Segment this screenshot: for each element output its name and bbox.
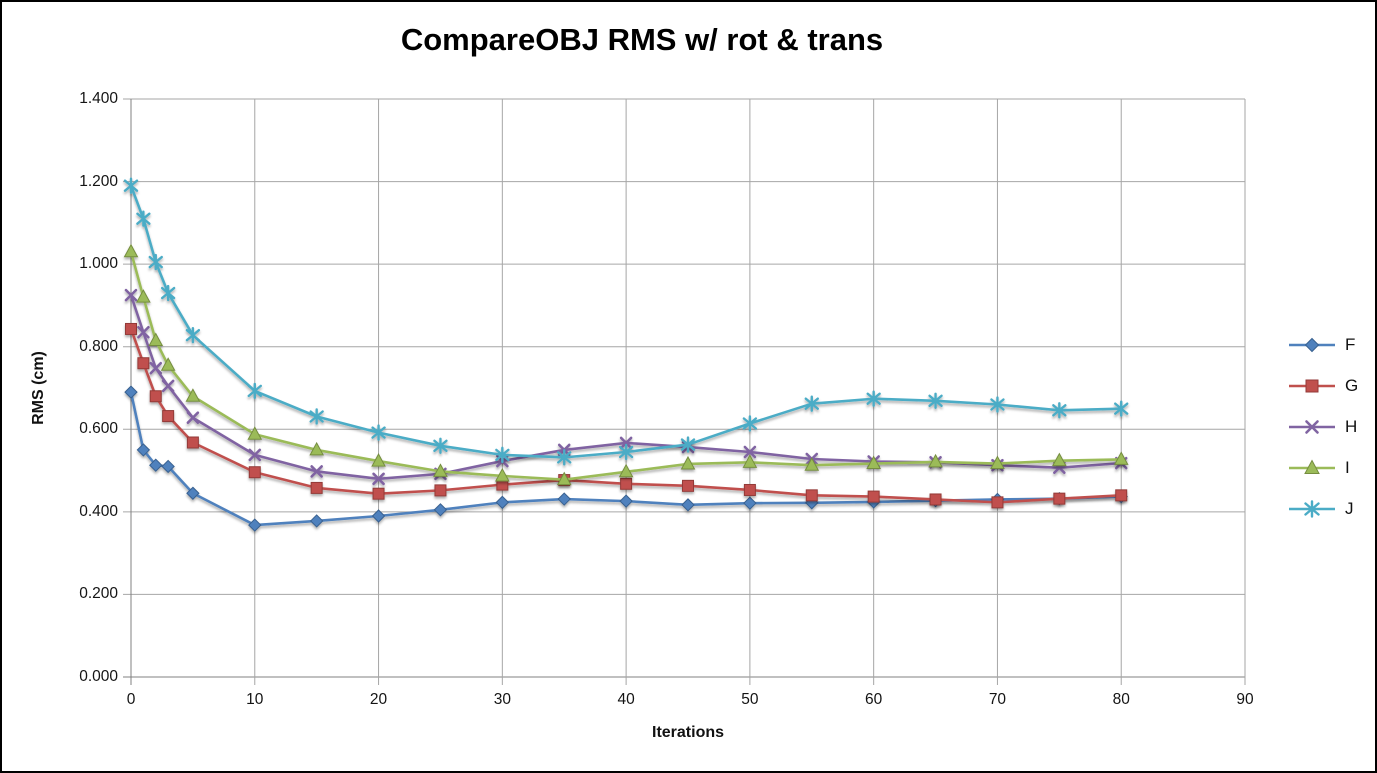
legend-item-J: J — [1288, 488, 1358, 529]
x-tick-label: 20 — [369, 691, 388, 708]
legend-item-F: F — [1288, 324, 1358, 365]
series-I — [123, 243, 1129, 486]
legend-item-I: I — [1288, 447, 1358, 488]
y-tick-label: 1.400 — [79, 90, 118, 107]
x-tick-label: 40 — [617, 691, 635, 708]
diamond-marker-icon — [1289, 337, 1335, 352]
y-tick-label: 1.000 — [79, 255, 118, 273]
x-marker-icon — [1289, 419, 1335, 434]
legend-label: G — [1345, 375, 1359, 395]
y-tick-label: 0.200 — [79, 585, 118, 603]
chart-title: CompareOBJ RMS w/ rot & trans — [400, 22, 884, 57]
square-marker-icon — [1289, 379, 1335, 392]
x-tick-label: 0 — [126, 691, 136, 708]
x-tick-label: 10 — [246, 691, 264, 708]
x-tick-label: 60 — [865, 691, 883, 708]
legend-item-H: H — [1288, 406, 1358, 447]
asterisk-marker-icon — [1289, 499, 1335, 518]
series-J — [123, 177, 1129, 466]
legend-item-G: G — [1288, 365, 1358, 406]
y-tick-label: 0.400 — [79, 502, 118, 520]
legend: F G H I J — [1288, 324, 1358, 529]
x-tick-label: 80 — [1112, 691, 1130, 708]
x-tick-label: 30 — [493, 691, 511, 708]
x-axis-title: Iterations — [651, 724, 725, 741]
legend-label: F — [1345, 334, 1356, 354]
y-tick-label: 0.600 — [79, 420, 118, 438]
y-tick-label: 0.800 — [79, 337, 118, 355]
triangle-marker-icon — [1289, 458, 1335, 474]
x-tick-label: 50 — [741, 691, 759, 708]
legend-label: J — [1345, 498, 1354, 518]
y-tick-label: 1.200 — [79, 172, 118, 190]
y-tick-label: 0.000 — [79, 668, 118, 685]
series-G — [125, 322, 1128, 509]
x-tick-label: 70 — [988, 691, 1007, 708]
legend-label: H — [1345, 416, 1358, 436]
legend-label: I — [1345, 457, 1350, 477]
x-tick-label: 90 — [1236, 691, 1254, 708]
